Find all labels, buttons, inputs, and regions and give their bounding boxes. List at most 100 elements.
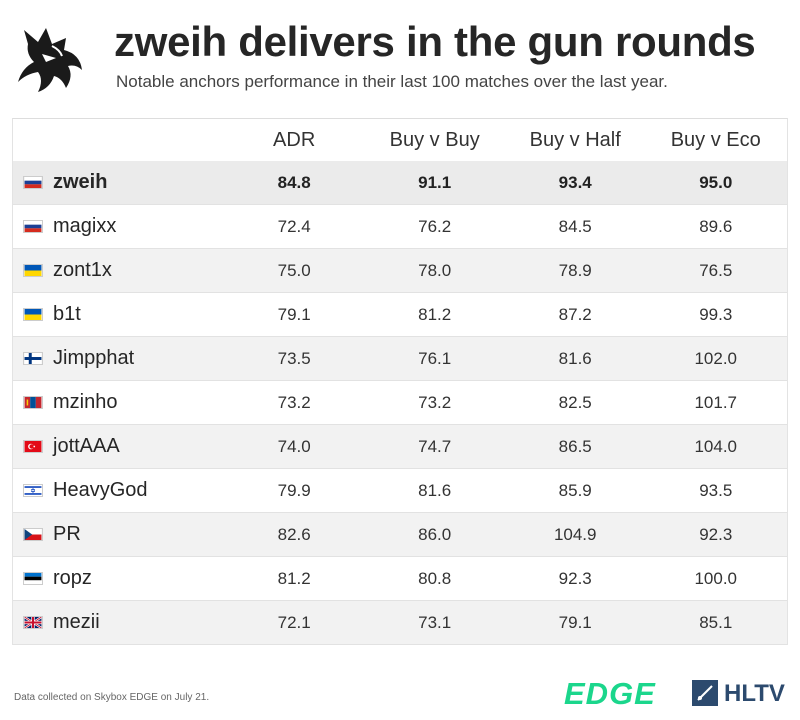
table-row: Jimpphat 73.5 76.1 81.6 102.0 bbox=[13, 337, 787, 381]
israel-flag-icon bbox=[23, 484, 43, 497]
buy-v-half-cell: 84.5 bbox=[558, 216, 592, 236]
buy-v-half-cell: 85.9 bbox=[558, 480, 592, 500]
adr-cell: 72.1 bbox=[277, 612, 311, 632]
buy-v-buy-cell: 81.6 bbox=[418, 480, 452, 500]
hltv-logo: HLTV bbox=[724, 680, 785, 707]
buy-v-eco-cell: 76.5 bbox=[699, 260, 733, 280]
united-kingdom-flag-icon bbox=[23, 616, 43, 629]
player-cell: PR bbox=[13, 523, 225, 546]
buy-v-half-cell: 93.4 bbox=[558, 172, 592, 192]
player-cell: Jimpphat bbox=[13, 347, 225, 370]
table-row: HeavyGod 79.9 81.6 85.9 93.5 bbox=[13, 469, 787, 513]
player-name: PR bbox=[53, 523, 81, 545]
player-cell: jottAAA bbox=[13, 435, 225, 458]
buy-v-half-cell: 86.5 bbox=[558, 436, 592, 456]
player-name: zweih bbox=[53, 171, 108, 193]
adr-cell: 82.6 bbox=[277, 524, 311, 544]
ukraine-flag-icon bbox=[23, 308, 43, 321]
player-cell: HeavyGod bbox=[13, 479, 225, 502]
player-name: Jimpphat bbox=[53, 347, 135, 369]
table-row: magixx 72.4 76.2 84.5 89.6 bbox=[13, 205, 787, 249]
buy-v-half-cell: 92.3 bbox=[558, 568, 592, 588]
edge-logo: EDGE bbox=[564, 676, 656, 711]
table-row: jottAAA 74.0 74.7 86.5 104.0 bbox=[13, 425, 787, 469]
buy-v-half-cell: 87.2 bbox=[558, 304, 592, 324]
page-subtitle: Notable anchors performance in their las… bbox=[116, 72, 668, 91]
mongolia-flag-icon bbox=[23, 396, 43, 409]
adr-cell: 81.2 bbox=[277, 568, 311, 588]
player-name: mezii bbox=[53, 611, 100, 633]
player-cell: b1t bbox=[13, 303, 225, 326]
table-row: mezii 72.1 73.1 79.1 85.1 bbox=[13, 601, 787, 645]
player-cell: zweih bbox=[13, 171, 225, 194]
buy-v-buy-cell: 74.7 bbox=[418, 436, 452, 456]
buy-v-buy-cell: 73.1 bbox=[418, 612, 452, 632]
adr-cell: 79.9 bbox=[277, 480, 311, 500]
adr-cell: 73.5 bbox=[277, 348, 311, 368]
stats-table: ADR Buy v Buy Buy v Half Buy v Eco zweih… bbox=[12, 118, 788, 645]
table-row: ropz 81.2 80.8 92.3 100.0 bbox=[13, 557, 787, 601]
czechia-flag-icon bbox=[23, 528, 43, 541]
footer-note: Data collected on Skybox EDGE on July 21… bbox=[14, 692, 210, 703]
ukraine-flag-icon bbox=[23, 264, 43, 277]
page-title: zweih delivers in the gun rounds bbox=[114, 18, 756, 65]
table-row: PR 82.6 86.0 104.9 92.3 bbox=[13, 513, 787, 557]
player-cell: mezii bbox=[13, 611, 225, 634]
header-buy-v-eco: Buy v Eco bbox=[670, 128, 761, 151]
player-name: HeavyGod bbox=[53, 479, 148, 501]
player-name: b1t bbox=[53, 303, 81, 325]
buy-v-eco-cell: 89.6 bbox=[699, 216, 733, 236]
buy-v-eco-cell: 101.7 bbox=[694, 392, 737, 412]
buy-v-eco-cell: 99.3 bbox=[699, 304, 733, 324]
buy-v-eco-cell: 92.3 bbox=[699, 524, 733, 544]
buy-v-half-cell: 79.1 bbox=[558, 612, 592, 632]
table-row: zweih 84.8 91.1 93.4 95.0 bbox=[13, 161, 787, 205]
adr-cell: 79.1 bbox=[277, 304, 311, 324]
buy-v-eco-cell: 95.0 bbox=[699, 172, 733, 192]
player-name: magixx bbox=[53, 215, 117, 237]
buy-v-buy-cell: 86.0 bbox=[418, 524, 452, 544]
buy-v-eco-cell: 104.0 bbox=[694, 436, 737, 456]
adr-cell: 75.0 bbox=[277, 260, 311, 280]
header-buy-v-half: Buy v Half bbox=[529, 128, 621, 151]
header-adr: ADR bbox=[273, 128, 316, 151]
team-wolf-logo bbox=[18, 28, 82, 92]
header-buy-v-buy: Buy v Buy bbox=[389, 128, 480, 151]
finland-flag-icon bbox=[23, 352, 43, 365]
buy-v-buy-cell: 80.8 bbox=[418, 568, 452, 588]
player-cell: zont1x bbox=[13, 259, 225, 282]
table-row: zont1x 75.0 78.0 78.9 76.5 bbox=[13, 249, 787, 293]
buy-v-buy-cell: 76.1 bbox=[418, 348, 452, 368]
buy-v-eco-cell: 100.0 bbox=[694, 568, 737, 588]
buy-v-half-cell: 78.9 bbox=[558, 260, 592, 280]
player-name: ropz bbox=[53, 567, 92, 589]
russia-flag-icon bbox=[23, 176, 43, 189]
adr-cell: 72.4 bbox=[277, 216, 311, 236]
buy-v-buy-cell: 91.1 bbox=[418, 172, 452, 192]
player-cell: ropz bbox=[13, 567, 225, 590]
buy-v-eco-cell: 102.0 bbox=[694, 348, 737, 368]
adr-cell: 84.8 bbox=[277, 172, 311, 192]
buy-v-eco-cell: 93.5 bbox=[699, 480, 733, 500]
adr-cell: 74.0 bbox=[277, 436, 311, 456]
buy-v-half-cell: 104.9 bbox=[553, 524, 597, 544]
buy-v-buy-cell: 76.2 bbox=[418, 216, 452, 236]
player-cell: mzinho bbox=[13, 391, 225, 414]
buy-v-half-cell: 81.6 bbox=[558, 348, 592, 368]
player-name: mzinho bbox=[53, 391, 118, 413]
adr-cell: 73.2 bbox=[277, 392, 311, 412]
buy-v-buy-cell: 73.2 bbox=[418, 392, 452, 412]
table-row: mzinho 73.2 73.2 82.5 101.7 bbox=[13, 381, 787, 425]
buy-v-buy-cell: 78.0 bbox=[418, 260, 452, 280]
table-header-row: ADR Buy v Buy Buy v Half Buy v Eco bbox=[13, 119, 787, 161]
turkey-flag-icon bbox=[23, 440, 43, 453]
player-cell: magixx bbox=[13, 215, 225, 238]
buy-v-buy-cell: 81.2 bbox=[418, 304, 452, 324]
player-name: jottAAA bbox=[53, 435, 120, 457]
buy-v-eco-cell: 85.1 bbox=[699, 612, 733, 632]
table-row: b1t 79.1 81.2 87.2 99.3 bbox=[13, 293, 787, 337]
buy-v-half-cell: 82.5 bbox=[558, 392, 592, 412]
russia-flag-icon bbox=[23, 220, 43, 233]
player-name: zont1x bbox=[53, 259, 112, 281]
hltv-icon bbox=[692, 680, 718, 706]
